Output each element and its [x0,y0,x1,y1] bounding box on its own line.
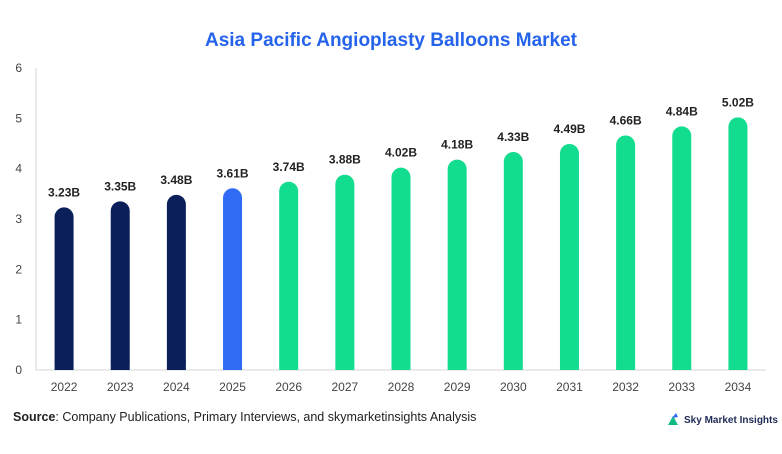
bar [335,174,355,370]
data-label: 4.84B [666,104,698,118]
chart-title: Asia Pacific Angioplasty Balloons Market [204,30,577,51]
data-label: 3.48B [160,173,192,187]
source-label: Source [13,410,56,424]
bar [223,188,243,370]
bar [728,117,748,371]
x-tick-label: 2032 [612,380,639,394]
bar [672,126,692,371]
bar-base [166,360,186,370]
source-text: : Company Publications, Primary Intervie… [55,410,477,424]
data-label: 4.49B [553,122,585,136]
bar-base [503,360,523,370]
data-label: 3.35B [104,179,136,193]
bar-base [279,360,299,370]
x-tick-label: 2022 [51,380,78,394]
data-label: 5.02B [722,95,754,109]
y-tick-label: 4 [15,162,22,176]
bar-base [447,360,467,370]
bar [110,201,130,370]
x-tick-label: 2031 [556,380,583,394]
x-tick-label: 2028 [388,380,415,394]
bar [559,144,579,370]
bar-base [335,360,355,370]
y-tick-label: 1 [15,313,22,327]
data-label: 3.74B [273,160,305,174]
bar [166,194,186,370]
x-tick-label: 2029 [444,380,471,394]
bar-chart: 0 1 2 3 4 5 6 3.23B 2022 3.35B 2023 3.48B 2024 3.61B 2… [15,61,766,394]
data-label: 4.66B [610,113,642,127]
x-tick-label: 2023 [107,380,134,394]
x-tick-label: 2033 [668,380,695,394]
bar-base [54,360,74,370]
bar-base [728,360,748,370]
bar-base [391,360,411,370]
data-label: 4.02B [385,146,417,160]
x-tick-label: 2025 [219,380,246,394]
bar [391,167,411,370]
logo-icon [666,412,680,429]
bar-base [559,360,579,370]
x-tick-label: 2030 [500,380,527,394]
data-label: 4.18B [441,138,473,152]
y-tick-label: 2 [15,262,22,276]
y-tick-label: 3 [15,212,22,226]
bar [616,135,636,370]
data-label: 3.88B [329,153,361,167]
y-tick-label: 6 [15,61,22,75]
bar-base [110,360,130,370]
bar-base [223,360,243,370]
data-label: 3.23B [48,185,80,199]
bar [54,207,74,370]
x-tick-label: 2024 [163,380,190,394]
x-tick-label: 2034 [725,380,752,394]
source-note: Source: Company Publications, Primary In… [13,410,476,424]
y-tick-label: 0 [15,363,22,377]
bar-base [616,360,636,370]
y-tick-label: 5 [15,111,22,125]
brand-logo: Sky Market Insights [666,412,778,429]
x-tick-label: 2027 [331,380,358,394]
data-label: 3.61B [217,166,249,180]
bar [447,159,467,370]
bar [503,152,523,370]
x-tick-label: 2026 [275,380,302,394]
bar [279,181,299,370]
brand-name: Sky Market Insights [684,415,778,426]
bar-base [672,360,692,370]
data-label: 4.33B [497,130,529,144]
